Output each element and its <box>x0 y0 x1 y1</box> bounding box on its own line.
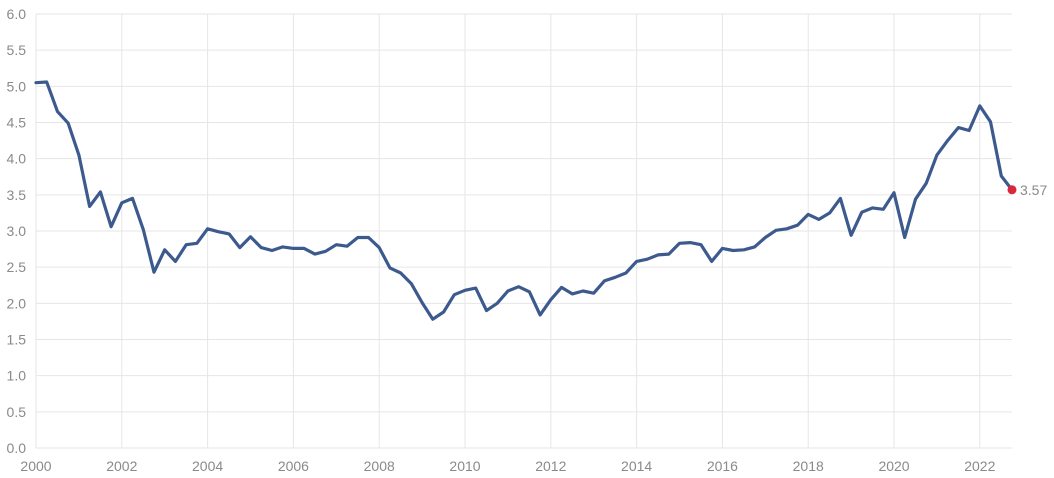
x-tick-label: 2008 <box>364 458 395 474</box>
series-line <box>34 80 1014 321</box>
y-tick-label: 1.5 <box>7 332 27 348</box>
x-tick-label: 2000 <box>20 458 51 474</box>
y-tick-label: 2.5 <box>7 259 27 275</box>
y-axis-ticks: 0.0 0.5 1.0 1.5 2.0 2.5 3.0 3.5 4.0 4.5 5.0 5.5 6.0 <box>7 6 27 456</box>
y-tick-label: 5.0 <box>7 78 27 94</box>
y-tick-label: 3.0 <box>7 223 27 239</box>
x-tick-label: 2012 <box>535 458 566 474</box>
x-tick-label: 2018 <box>793 458 824 474</box>
y-tick-label: 2.0 <box>7 295 27 311</box>
last-point-marker[interactable] <box>1007 185 1017 195</box>
y-tick-label: 0.5 <box>7 404 27 420</box>
last-value-label: 3.57 <box>1020 182 1047 198</box>
x-tick-label: 2010 <box>449 458 480 474</box>
y-tick-label: 3.5 <box>7 187 27 203</box>
y-tick-label: 4.0 <box>7 151 27 167</box>
x-tick-label: 2004 <box>192 458 223 474</box>
y-tick-label: 5.5 <box>7 42 27 58</box>
y-tick-label: 0.0 <box>7 440 27 456</box>
y-tick-label: 4.5 <box>7 115 27 131</box>
x-tick-label: 2014 <box>621 458 652 474</box>
grid-lines <box>35 13 1012 449</box>
x-tick-label: 2016 <box>707 458 738 474</box>
x-tick-label: 2022 <box>964 458 995 474</box>
x-tick-label: 2020 <box>878 458 909 474</box>
x-axis-ticks: 2000 2002 2004 2006 2008 2010 2012 2014 2016 2018… <box>20 458 995 474</box>
y-tick-label: 1.0 <box>7 368 27 384</box>
x-tick-label: 2002 <box>106 458 137 474</box>
x-tick-label: 2006 <box>278 458 309 474</box>
y-tick-label: 6.0 <box>7 6 27 22</box>
